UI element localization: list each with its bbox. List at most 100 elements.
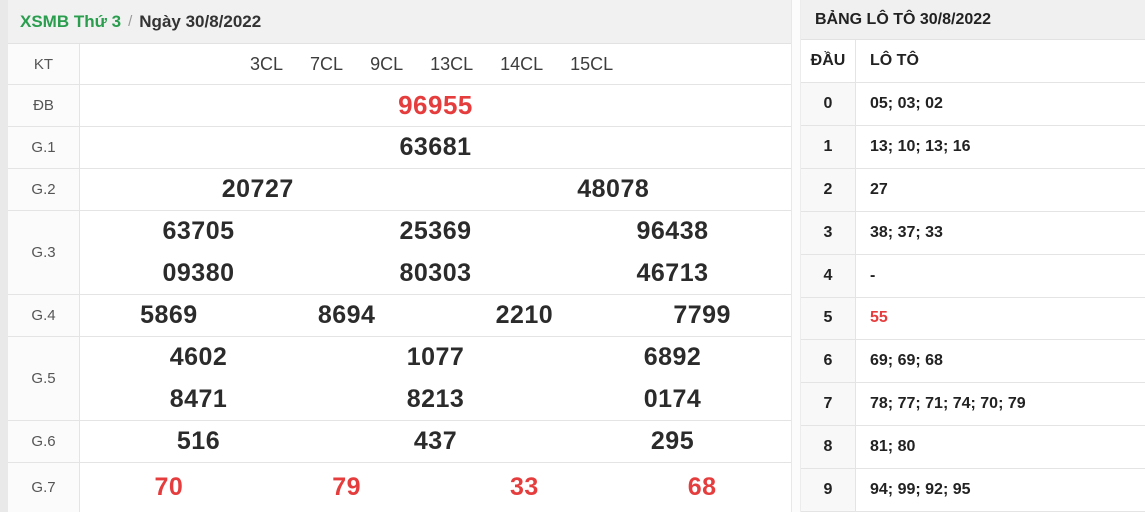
prize-number: 09380 (162, 258, 235, 287)
prize-number: 437 (413, 427, 458, 455)
loto-row-6: 6 69; 69; 68 (801, 340, 1145, 384)
kt-option-7cl[interactable]: 7CL (310, 53, 344, 74)
prize-number: 63705 (162, 217, 235, 246)
prize-number: 4602 (169, 343, 228, 372)
prize-row-g6: G.6 516 437 295 (8, 421, 791, 463)
prize-number: 8471 (169, 384, 228, 413)
prize-row-label: ĐB (8, 85, 80, 126)
prize-row-values: 20727 48078 (80, 169, 791, 210)
prize-number: 48078 (577, 175, 650, 203)
loto-dau-cell: 9 (801, 469, 856, 512)
prize-row-label: G.6 (8, 421, 80, 462)
loto-row-9: 9 94; 99; 92; 95 (801, 469, 1145, 512)
loto-header-dau: ĐẦU (801, 40, 856, 82)
kt-label: KT (8, 44, 80, 84)
kt-options: 3CL 7CL 9CL 13CL 14CL 15CL (80, 44, 791, 84)
loto-values-cell: 05; 03; 02 (870, 94, 943, 112)
breadcrumb-lottery-link[interactable]: XSMB Thứ 3 (20, 11, 122, 31)
breadcrumb-separator: / (128, 13, 133, 30)
loto-row-5: 5 55 (801, 297, 1145, 341)
prize-row-values: 96955 (80, 85, 791, 126)
loto-dau-cell: 2 (801, 168, 856, 211)
loto-table-title: BẢNG LÔ TÔ 30/8/2022 (801, 0, 1145, 40)
loto-dau-cell: 1 (801, 125, 856, 168)
loto-row-2: 2 27 (801, 168, 1145, 212)
loto-row-4: 4- (801, 254, 1145, 298)
prize-number: 68 (687, 473, 717, 501)
prize-row-label: G.2 (8, 169, 80, 210)
prize-row-label: G.4 (8, 295, 80, 336)
loto-row-8: 8 81; 80 (801, 426, 1145, 470)
prize-number: 33 (509, 473, 539, 501)
prize-number: 8213 (406, 384, 465, 413)
loto-dau-cell: 8 (801, 426, 856, 469)
loto-dau-cell: 4 (801, 254, 856, 297)
kt-option-15cl[interactable]: 15CL (570, 53, 614, 74)
prize-number: 0174 (643, 384, 702, 413)
prize-number: 63681 (399, 133, 472, 161)
loto-values-cell: 38; 37; 33 (870, 223, 943, 241)
prize-number: 1077 (406, 343, 465, 372)
prize-row-label: G.1 (8, 127, 80, 168)
loto-rows: 0 05; 03; 02 1 13; 10; 13; 16 2 27 3 38; 37; 33… (801, 83, 1145, 512)
prize-number: 70 (154, 473, 184, 501)
loto-row-3: 3 38; 37; 33 (801, 211, 1145, 255)
breadcrumb-date: Ngày 30/8/2022 (139, 11, 262, 31)
loto-values-cell: 13; 10; 13; 16 (870, 137, 971, 155)
loto-dau-cell: 6 (801, 340, 856, 383)
xsmb-result-table: XSMB Thứ 3 / Ngày 30/8/2022 KT 3CL 7CL 9CL… (8, 0, 792, 512)
kt-option-9cl[interactable]: 9CL (370, 53, 404, 74)
loto-dau-cell: 3 (801, 211, 856, 254)
prize-row-values: 4602 1077 6892 8471 8213 0174 (80, 337, 791, 420)
prize-number: 516 (176, 427, 221, 455)
loto-dau-cell: 5 (801, 297, 856, 340)
prize-row-values: 70 79 33 68 (80, 463, 791, 512)
loto-values-cell: - (870, 266, 876, 284)
prize-number: 2210 (495, 301, 554, 329)
prize-number: 46713 (636, 258, 709, 287)
loto-table: BẢNG LÔ TÔ 30/8/2022 ĐẦU LÔ TÔ 0 05; 03; … (800, 0, 1145, 512)
breadcrumb: XSMB Thứ 3 / Ngày 30/8/2022 (8, 0, 791, 44)
prize-row-label: G.7 (8, 463, 80, 512)
prize-row-label: G.5 (8, 337, 80, 420)
loto-values-cell: 55 (870, 309, 888, 327)
loto-values-cell: 27 (870, 180, 888, 198)
prize-number: 7799 (673, 301, 731, 329)
prize-number: 295 (650, 427, 695, 455)
loto-values-cell: 81; 80 (870, 438, 916, 456)
prize-number: 80303 (399, 258, 472, 287)
prize-row-g3: G.3 63705 25369 96438 09380 80303 46713 (8, 211, 791, 295)
prize-rows: ĐB 96955 G.1 63681 G.2 20727 48078 G.3 63705 2536… (8, 85, 791, 512)
prize-number: 79 (332, 473, 362, 501)
left-page-gutter (0, 0, 8, 512)
prize-row-values: 5869 8694 2210 7799 (80, 295, 791, 336)
kt-row: KT 3CL 7CL 9CL 13CL 14CL 15CL (8, 44, 791, 85)
kt-option-13cl[interactable]: 13CL (430, 53, 474, 74)
loto-header-loto: LÔ TÔ (870, 52, 919, 69)
loto-values-cell: 69; 69; 68 (870, 352, 943, 370)
table-gap (792, 0, 800, 512)
loto-header-row: ĐẦU LÔ TÔ (801, 40, 1145, 83)
loto-dau-cell: 0 (801, 83, 856, 125)
prize-number: 96438 (636, 217, 709, 246)
kt-option-3cl[interactable]: 3CL (250, 53, 284, 74)
prize-row-values: 63681 (80, 127, 791, 168)
prize-row-values: 63705 25369 96438 09380 80303 46713 (80, 211, 791, 294)
prize-row-g4: G.4 5869 8694 2210 7799 (8, 295, 791, 337)
kt-option-14cl[interactable]: 14CL (500, 53, 544, 74)
prize-row-label: G.3 (8, 211, 80, 294)
prize-number: 20727 (221, 175, 294, 203)
loto-row-7: 7 78; 77; 71; 74; 70; 79 (801, 383, 1145, 427)
prize-row-g2: G.2 20727 48078 (8, 169, 791, 211)
prize-number: 96955 (398, 90, 473, 120)
loto-row-1: 1 13; 10; 13; 16 (801, 125, 1145, 169)
prize-row-g1: G.1 63681 (8, 127, 791, 169)
prize-number: 5869 (140, 301, 198, 329)
prize-row-g7: G.7 70 79 33 68 (8, 463, 791, 512)
prize-number: 8694 (317, 301, 376, 329)
prize-number: 6892 (643, 343, 702, 372)
prize-number: 25369 (399, 217, 472, 246)
prize-row-values: 516 437 295 (80, 421, 791, 462)
prize-row-đb: ĐB 96955 (8, 85, 791, 127)
